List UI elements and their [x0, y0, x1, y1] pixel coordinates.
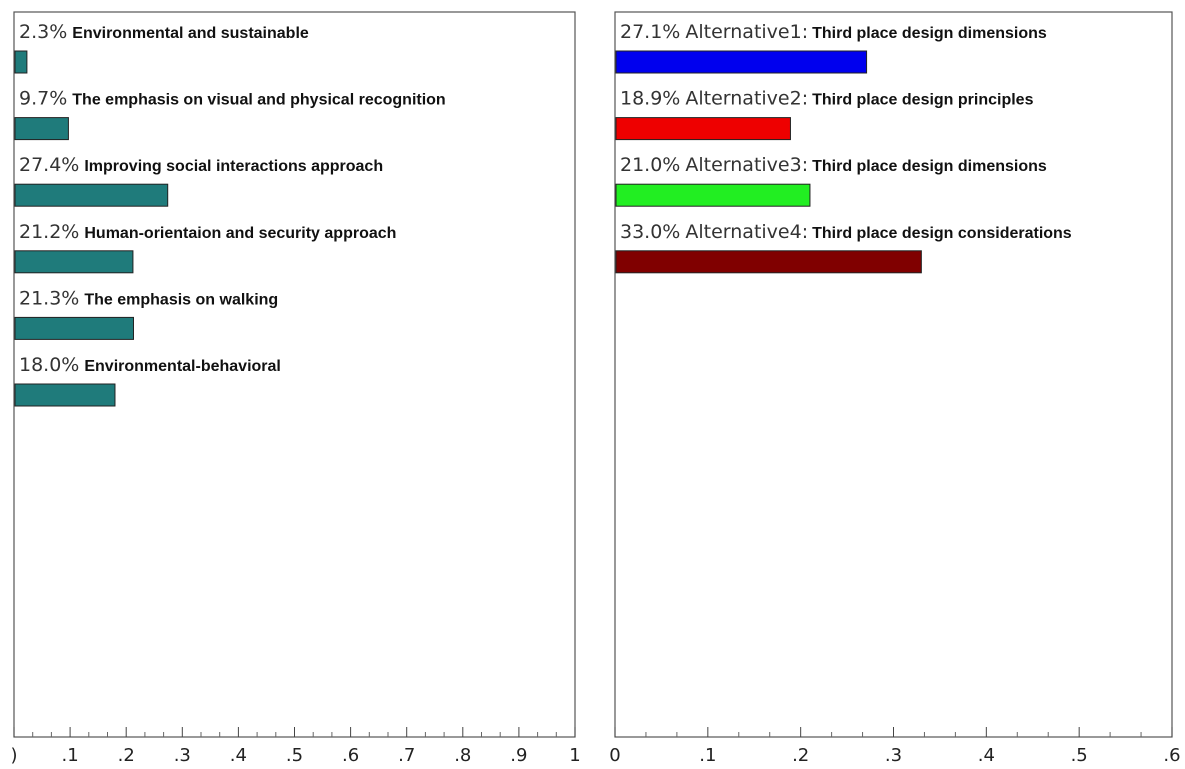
bar-value-label: 27.1%: [620, 21, 680, 43]
x-tick-label: .4: [230, 745, 247, 766]
x-tick-label: .9: [510, 745, 527, 766]
bar-category-label: The emphasis on visual and physical reco…: [72, 92, 445, 109]
bar-value-label: 27.4%: [19, 154, 79, 176]
bar-category-label: Third place design considerations: [812, 225, 1072, 242]
x-tick-label: .6: [342, 745, 359, 766]
x-tick-label: ): [10, 745, 17, 766]
bar: [14, 316, 134, 340]
bar-category-label: The emphasis on walking: [84, 291, 278, 308]
x-tick-label: 0: [609, 745, 620, 766]
bar-value-label: 9.7%: [19, 88, 67, 110]
bar-category-label: Human-orientaion and security approach: [84, 225, 396, 242]
x-tick-label: .3: [174, 745, 191, 766]
x-tick-label: 1: [569, 745, 580, 766]
bar: [14, 117, 69, 141]
bar-value-label: 21.0%: [620, 154, 680, 176]
x-tick-label: .8: [454, 745, 471, 766]
bar: [14, 50, 28, 74]
bar: [615, 117, 791, 141]
bar-category-label: Third place design dimensions: [812, 158, 1047, 175]
bar: [14, 250, 134, 274]
bar-category-label: Third place design dimensions: [812, 25, 1047, 42]
bar-value-label: 21.3%: [19, 287, 79, 309]
bar: [615, 183, 811, 207]
x-tick-label: .6: [1163, 745, 1180, 766]
x-tick-label: .2: [118, 745, 135, 766]
x-tick-label: .5: [1071, 745, 1088, 766]
bar-alternative-label: Alternative1:: [685, 21, 808, 43]
bar-value-label: 18.9%: [620, 88, 680, 110]
bar: [615, 50, 868, 74]
x-tick-label: .1: [699, 745, 716, 766]
bar: [14, 383, 116, 407]
bar-value-label: 33.0%: [620, 221, 680, 243]
bar-alternative-label: Alternative2:: [685, 88, 808, 110]
bar-value-label: 2.3%: [19, 21, 67, 43]
left-chart-panel: 2.3% Environmental and sustainable 9.7% The…: [10, 11, 581, 766]
bar: [615, 250, 922, 274]
right-chart-panel: 27.1% Alternative1: Third place design dim…: [609, 11, 1181, 766]
bar-alternative-label: Alternative3:: [685, 154, 808, 176]
x-tick-label: .5: [286, 745, 303, 766]
x-tick-label: .7: [398, 745, 415, 766]
bar-category-label: Environmental-behavioral: [84, 358, 281, 375]
x-tick-label: .3: [885, 745, 902, 766]
bar-category-label: Environmental and sustainable: [72, 25, 309, 42]
x-tick-label: .4: [978, 745, 995, 766]
bar-alternative-label: Alternative4:: [685, 221, 808, 243]
bar-value-label: 21.2%: [19, 221, 79, 243]
x-tick-label: .2: [792, 745, 809, 766]
bar-category-label: Improving social interactions approach: [84, 158, 383, 175]
bar-value-label: 18.0%: [19, 354, 79, 376]
x-tick-label: .1: [62, 745, 79, 766]
bar: [14, 183, 169, 207]
bar-category-label: Third place design principles: [812, 92, 1033, 109]
